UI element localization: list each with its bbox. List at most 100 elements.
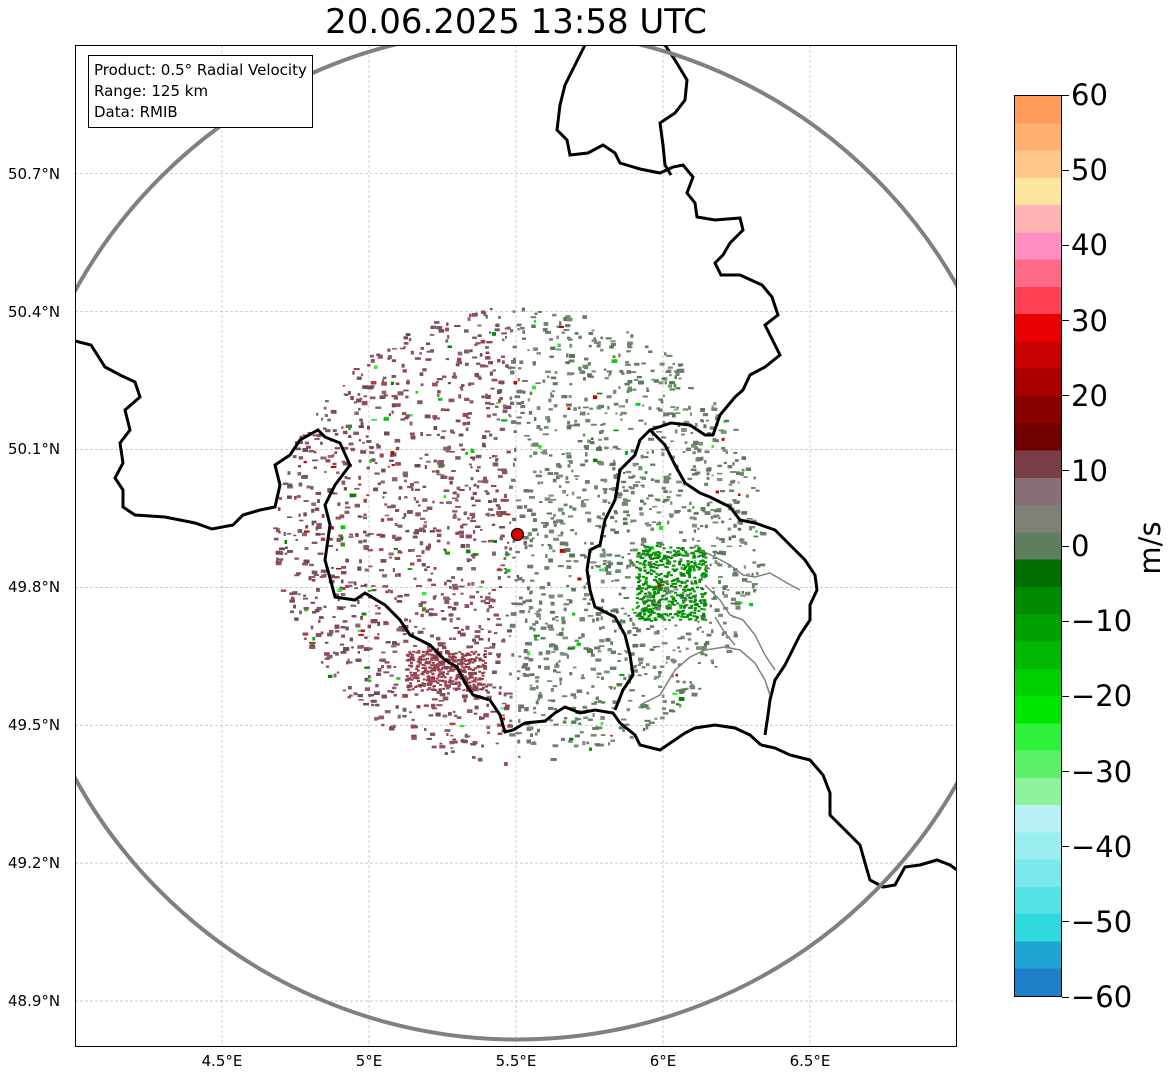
echo-pixel: [637, 674, 642, 677]
echo-pixel: [396, 627, 402, 632]
echo-pixel: [645, 345, 649, 349]
echo-pixel: [414, 464, 421, 468]
echo-pixel: [611, 342, 616, 346]
echo-pixel: [482, 479, 489, 484]
echo-pixel: [360, 373, 364, 377]
echo-pixel: [587, 718, 593, 721]
echo-pixel: [423, 704, 429, 707]
echo-pixel: [626, 529, 630, 533]
echo-pixel: [287, 516, 293, 518]
echo-pixel: [472, 491, 477, 495]
echo-pixel: [414, 488, 421, 491]
echo-pixel: [525, 599, 531, 603]
echo-pixel: [548, 529, 554, 534]
echo-pixel: [566, 584, 570, 588]
echo-pixel: [393, 396, 398, 400]
echo-pixel: [499, 397, 503, 400]
echo-pixel: [706, 477, 710, 480]
echo-pixel: [619, 619, 623, 623]
echo-pixel: [491, 378, 498, 382]
echo-pixel: [592, 618, 595, 623]
echo-pixel: [499, 714, 505, 717]
echo-pixel: [589, 747, 592, 751]
echo-pixel: [677, 637, 682, 640]
echo-pixel: [679, 531, 683, 534]
echo-pixel: [530, 579, 535, 582]
echo-pixel: [693, 529, 697, 533]
echo-pixel: [455, 456, 461, 460]
echo-pixel: [567, 407, 571, 410]
echo-pixel: [324, 652, 330, 656]
echo-pixel: [398, 626, 405, 630]
echo-pixel: [618, 405, 625, 408]
echo-pixel: [548, 706, 554, 710]
echo-pixel: [614, 531, 619, 534]
echo-pixel: [395, 705, 399, 709]
echo-pixel: [436, 691, 442, 694]
echo-pixel: [567, 336, 571, 339]
echo-pixel: [437, 394, 440, 397]
echo-pixel: [506, 692, 512, 695]
echo-pixel: [710, 515, 714, 520]
echo-pixel: [561, 511, 565, 516]
echo-pixel: [640, 484, 645, 487]
echo-pixel: [298, 593, 301, 596]
echo-pixel: [557, 565, 564, 568]
echo-pixel: [317, 434, 323, 436]
echo-pixel: [408, 338, 412, 342]
echo-pixel: [492, 369, 496, 372]
echo-pixel: [626, 331, 630, 334]
echo-pixel: [662, 394, 665, 397]
echo-pixel: [436, 381, 439, 383]
echo-pixel: [650, 527, 654, 531]
echo-pixel: [353, 368, 360, 371]
echo-pixel: [303, 512, 307, 517]
echo-pixel: [545, 650, 551, 655]
echo-pixel: [304, 441, 309, 445]
echo-pixel: [731, 535, 736, 538]
echo-pixel: [516, 421, 522, 425]
echo-pixel: [393, 666, 396, 668]
echo-pixel: [343, 446, 349, 450]
echo-pixel: [599, 430, 603, 434]
echo-pixel: [451, 683, 458, 685]
echo-pixel: [737, 481, 740, 484]
echo-pixel: [686, 687, 689, 691]
echo-pixel: [404, 618, 408, 622]
echo-pixel: [713, 514, 720, 517]
echo-pixel: [324, 657, 330, 660]
echo-pixel: [581, 500, 585, 504]
echo-pixel: [385, 641, 391, 644]
echo-pixel: [498, 399, 502, 403]
echo-pixel: [460, 544, 465, 548]
echo-pixel: [613, 476, 619, 480]
echo-pixel: [518, 323, 522, 327]
echo-pixel: [565, 324, 571, 328]
echo-pixel: [327, 455, 334, 458]
echo-pixel: [653, 631, 657, 635]
echo-pixel: [740, 542, 745, 544]
echo-pixel: [582, 597, 587, 601]
echo-pixel: [632, 484, 639, 488]
echo-pixel: [371, 419, 377, 421]
echo-pixel: [584, 459, 589, 463]
echo-pixel: [424, 568, 428, 572]
echo-pixel: [691, 564, 696, 568]
echo-pixel: [387, 505, 393, 509]
echo-pixel: [498, 567, 501, 571]
echo-pixel: [700, 652, 705, 656]
echo-pixel: [693, 440, 699, 445]
echo-pixel: [458, 394, 462, 399]
echo-pixel: [354, 411, 359, 415]
echo-pixel: [614, 579, 620, 582]
echo-pixel: [470, 496, 475, 500]
echo-pixel: [675, 387, 681, 390]
echo-pixel: [669, 374, 672, 377]
radar-map[interactable]: [75, 45, 957, 1047]
echo-pixel: [498, 586, 502, 588]
echo-pixel: [360, 629, 365, 632]
echo-pixel: [410, 483, 414, 487]
echo-pixel: [440, 408, 445, 411]
echo-pixel: [346, 477, 351, 480]
echo-pixel: [610, 666, 617, 670]
